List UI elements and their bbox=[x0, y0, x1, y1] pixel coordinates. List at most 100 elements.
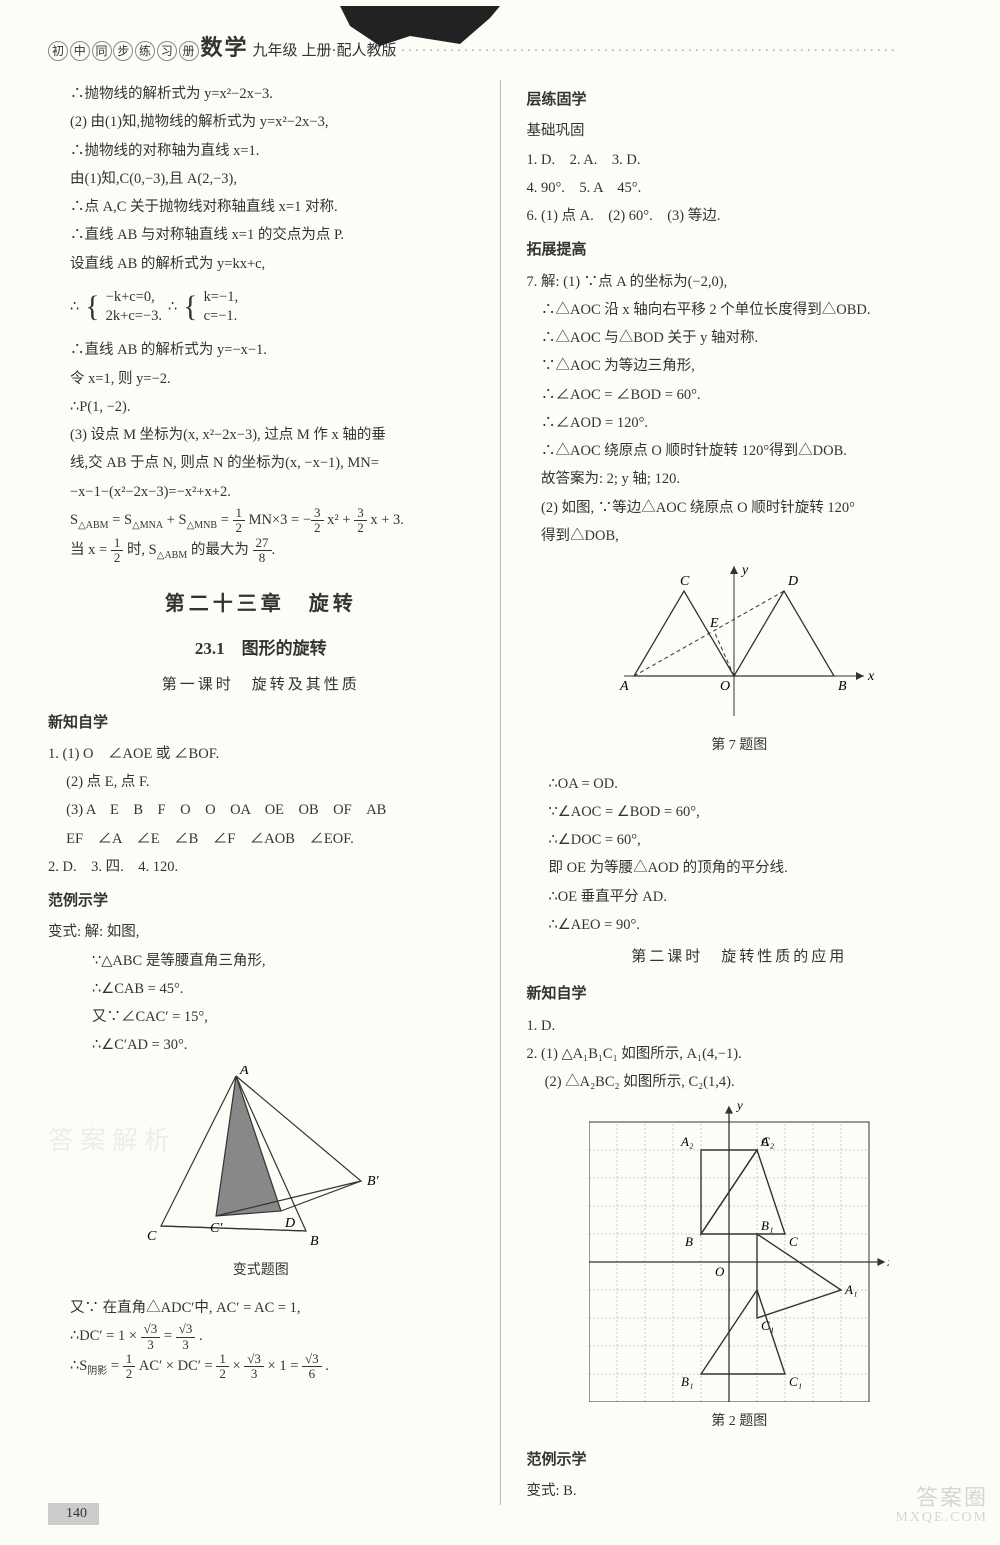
watermark-line: 答案圈 bbox=[895, 1486, 988, 1510]
svg-text:B₁: B₁ bbox=[761, 1218, 773, 1233]
text-line: ∴△AOC 与△BOD 关于 y 轴对称. bbox=[527, 324, 953, 352]
badge-char: 习 bbox=[157, 41, 177, 61]
text-line: (3) A E B F O O OA OE OB OF AB bbox=[48, 796, 474, 824]
svg-text:C: C bbox=[789, 1234, 798, 1249]
brace-icon: { bbox=[85, 278, 99, 337]
svg-text:y: y bbox=[735, 1102, 743, 1113]
subject-title: 数学 bbox=[201, 30, 249, 62]
brace-system: ∴ { −k+c=0, 2k+c=−3. ∴ { k=−1, c=−1. bbox=[48, 278, 474, 337]
text-line: (2) △A₂BC₂ 如图所示, C₂(1,4). bbox=[527, 1068, 953, 1096]
svg-text:A: A bbox=[239, 1066, 249, 1078]
text-line: ∴∠C′AD = 30°. bbox=[48, 1031, 474, 1059]
text-line: ∴∠CAB = 45°. bbox=[48, 975, 474, 1003]
text-line: 即 OE 为等腰△AOD 的顶角的平分线. bbox=[527, 854, 953, 882]
text-line: 1. D. 2. A. 3. D. bbox=[527, 146, 953, 174]
formula-part: . bbox=[199, 1328, 203, 1344]
area-max: 当 x = 12 时, S△ABM 的最大为 278. bbox=[48, 536, 474, 566]
brace-icon: { bbox=[183, 278, 197, 337]
s-yin-formula: ∴S阴影 = 12 AC′ × DC′ = 12 × √33 × 1 = √36… bbox=[48, 1352, 474, 1382]
text-line: 故答案为: 2; y 轴; 120. bbox=[527, 465, 953, 493]
svg-text:B₁: B₁ bbox=[681, 1374, 693, 1389]
heading-xinzhi-2: 新知自学 bbox=[527, 980, 953, 1009]
svg-text:O: O bbox=[715, 1264, 725, 1279]
svg-text:C: C bbox=[147, 1229, 157, 1244]
text-line: 设直线 AB 的解析式为 y=kx+c, bbox=[48, 250, 474, 278]
lesson-title: 第一课时 旋转及其性质 bbox=[48, 671, 474, 700]
text-line: ∴OA = OD. bbox=[527, 770, 953, 798]
formula-part: ∴DC′ = 1 × bbox=[70, 1328, 137, 1344]
page-root: 初 中 同 步 练 习 册 数学 九年级 上册·配人教版 ···········… bbox=[0, 0, 1000, 1545]
torn-edge-decor bbox=[340, 6, 500, 46]
badge-char: 练 bbox=[135, 41, 155, 61]
text-line: ∴OE 垂直平分 AD. bbox=[527, 883, 953, 911]
right-column: 层练固学 基础巩固 1. D. 2. A. 3. D. 4. 90°. 5. A… bbox=[527, 80, 953, 1505]
svg-text:x: x bbox=[867, 669, 875, 684]
svg-text:C′: C′ bbox=[210, 1221, 223, 1236]
text-line: 4. 90°. 5. A 45°. bbox=[527, 174, 953, 202]
text-line: 由(1)知,C(0,−3),且 A(2,−3), bbox=[48, 165, 474, 193]
svg-text:y: y bbox=[740, 563, 749, 578]
text-line: 7. 解: (1) ∵点 A 的坐标为(−2,0), bbox=[527, 268, 953, 296]
svg-text:A₁: A₁ bbox=[844, 1282, 857, 1297]
page-number: 140 bbox=[48, 1503, 99, 1525]
svg-text:x: x bbox=[887, 1254, 890, 1269]
chapter-title: 第二十三章 旋转 bbox=[48, 585, 474, 624]
heading-fanli: 范例示学 bbox=[48, 887, 474, 916]
text-line: 6. (1) 点 A. (2) 60°. (3) 等边. bbox=[527, 202, 953, 230]
text-line: (2) 点 E, 点 F. bbox=[48, 768, 474, 796]
badge-char: 步 bbox=[113, 41, 133, 61]
text-line: EF ∠A ∠E ∠B ∠F ∠AOB ∠EOF. bbox=[48, 825, 474, 853]
text-line: ∵△ABC 是等腰直角三角形, bbox=[48, 947, 474, 975]
svg-text:B′: B′ bbox=[367, 1174, 380, 1189]
page-header: 初 中 同 步 练 习 册 数学 九年级 上册·配人教版 ···········… bbox=[48, 30, 952, 62]
svg-text:C: C bbox=[680, 574, 690, 589]
formula-part: × 1 = bbox=[268, 1358, 299, 1374]
text-line: 2. (1) △A₁B₁C₁ 如图所示, A₁(4,−1). bbox=[527, 1040, 953, 1068]
frac-num: √3 bbox=[176, 1322, 196, 1337]
grade-label: 九年级 bbox=[253, 39, 298, 60]
watermark-line: MXQE.COM bbox=[895, 1510, 988, 1525]
figure-2-grid: OxyABCA₁B₁C₁A₂C₂B₁C₁ bbox=[589, 1102, 889, 1402]
eq-line: 2k+c=−3. bbox=[106, 308, 162, 324]
text-line: −x−1−(x²−2x−3)=−x²+x+2. bbox=[48, 478, 474, 506]
svg-text:C₁: C₁ bbox=[761, 1318, 774, 1333]
text-line: ∴P(1, −2). bbox=[48, 393, 474, 421]
left-column: ∴抛物线的解析式为 y=x²−2x−3. (2) 由(1)知,抛物线的解析式为 … bbox=[48, 80, 474, 1505]
text-line: 令 x=1, 则 y=−2. bbox=[48, 365, 474, 393]
column-divider bbox=[500, 80, 501, 1505]
svg-text:B: B bbox=[685, 1234, 693, 1249]
text-line: 1. (1) O ∠AOE 或 ∠BOF. bbox=[48, 740, 474, 768]
text-line: ∴直线 AB 与对称轴直线 x=1 的交点为点 P. bbox=[48, 221, 474, 249]
figure-caption: 第 2 题图 bbox=[527, 1408, 953, 1435]
text-line: 又∵ 在直角△ADC′中, AC′ = AC = 1, bbox=[48, 1294, 474, 1322]
watermark-bottom-right: 答案圈 MXQE.COM bbox=[895, 1486, 988, 1526]
text-line: ∴抛物线的解析式为 y=x²−2x−3. bbox=[48, 80, 474, 108]
badge-char: 初 bbox=[48, 41, 68, 61]
frac-den: 6 bbox=[302, 1367, 322, 1381]
text-line: (3) 设点 M 坐标为(x, x²−2x−3), 过点 M 作 x 轴的垂 bbox=[48, 421, 474, 449]
watermark-mid: 答案解析 bbox=[48, 1116, 176, 1167]
svg-text:D: D bbox=[284, 1216, 295, 1231]
formula-part: = bbox=[164, 1328, 172, 1344]
dc-formula: ∴DC′ = 1 × √33 = √33 . bbox=[48, 1322, 474, 1352]
bianshi-label: 变式: 解: 如图, bbox=[48, 918, 474, 946]
text-line: ∴∠AOD = 120°. bbox=[527, 409, 953, 437]
text-line: (2) 由(1)知,抛物线的解析式为 y=x²−2x−3, bbox=[48, 108, 474, 136]
text-line: ∴点 A,C 关于抛物线对称轴直线 x=1 对称. bbox=[48, 193, 474, 221]
text-line: 1. D. bbox=[527, 1012, 953, 1040]
area-formula: S△ABM = S△MNA + S△MNB = 12 MN×3 = −32 x²… bbox=[48, 506, 474, 536]
therefore-symbol: ∴ bbox=[168, 293, 177, 321]
formula-part: . bbox=[325, 1358, 329, 1374]
svg-text:A: A bbox=[619, 679, 629, 694]
badge-char: 册 bbox=[179, 41, 199, 61]
figure-caption: 第 7 题图 bbox=[527, 732, 953, 759]
text-line: ∵∠AOC = ∠BOD = 60°, bbox=[527, 798, 953, 826]
lesson-title-2: 第二课时 旋转性质的应用 bbox=[527, 943, 953, 972]
svg-text:B: B bbox=[310, 1234, 319, 1249]
text-line: ∴△AOC 绕原点 O 顺时针旋转 120°得到△DOB. bbox=[527, 437, 953, 465]
heading-xinzhi: 新知自学 bbox=[48, 709, 474, 738]
svg-text:A₂: A₂ bbox=[680, 1134, 694, 1149]
eq-line: k=−1, bbox=[204, 289, 238, 305]
frac-num: √3 bbox=[244, 1352, 264, 1367]
frac-num: √3 bbox=[141, 1322, 161, 1337]
